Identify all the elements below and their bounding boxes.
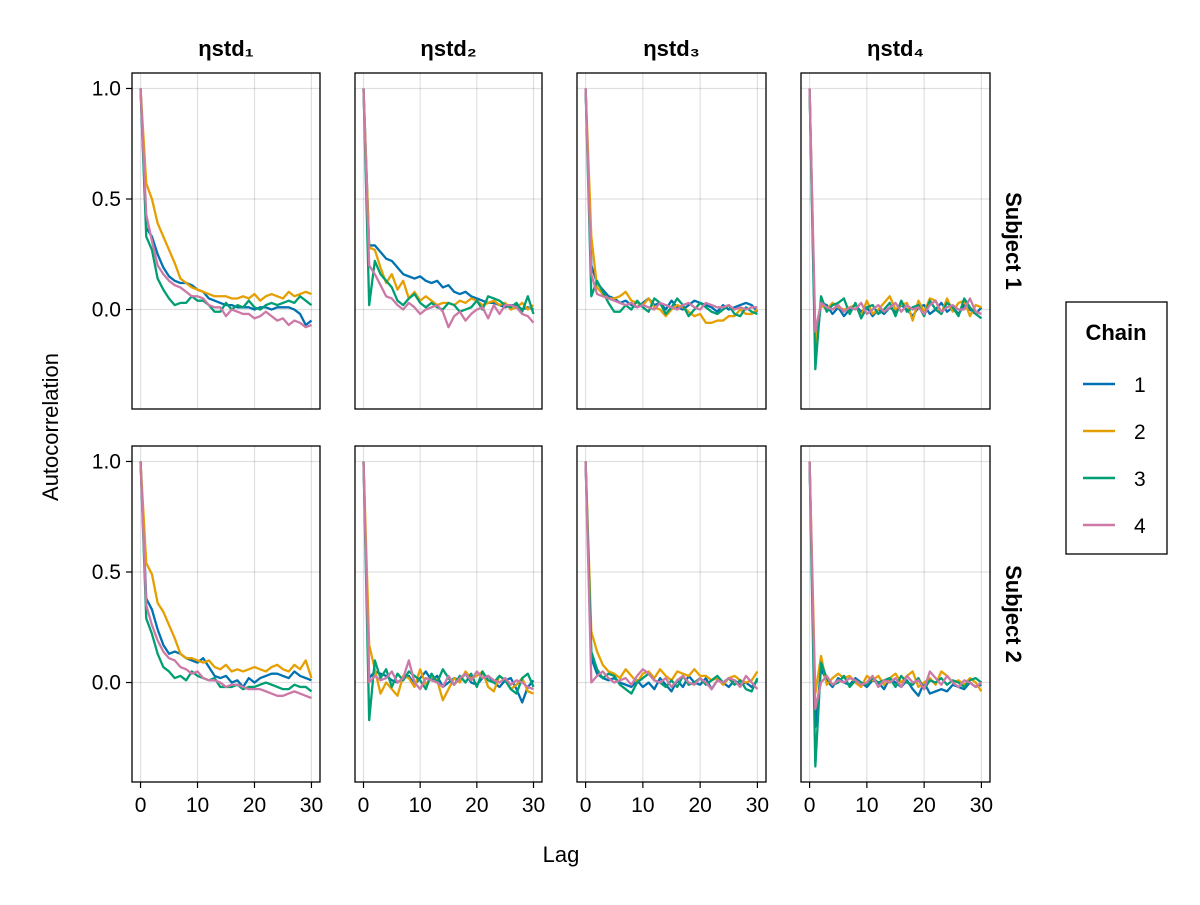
panel-background	[801, 446, 990, 782]
panel-frame	[576, 72, 767, 410]
panel: 0 10 20 30	[800, 445, 993, 817]
x-tick-label: 20	[243, 794, 266, 817]
x-tick-label: 10	[631, 794, 654, 817]
y-tick-label: 1.0	[92, 77, 121, 100]
panel-frame	[131, 72, 321, 410]
x-axis-title: Lag	[543, 842, 580, 867]
x-tick-label: 10	[408, 794, 431, 817]
series-line-chain-2	[584, 88, 759, 324]
x-tick-label: 30	[970, 794, 993, 817]
series-line-chain-1	[139, 88, 313, 327]
legend-label: 1	[1134, 374, 1146, 397]
legend-entries: 1 2 3 4	[1083, 374, 1146, 538]
series-line-chain-3	[808, 461, 983, 768]
panel: 1.0 0.5 0.0	[92, 72, 321, 410]
panel-background	[801, 73, 990, 409]
panel: 0 10 20 30	[576, 445, 769, 817]
series-line-chain-4	[808, 88, 982, 333]
series-line-chain-1	[362, 88, 534, 311]
series-line-chain-4	[362, 88, 535, 329]
panel	[800, 72, 991, 410]
panel-background	[355, 73, 542, 409]
panel-grid: ηstd₁ ηstd₂ ηstd₃ ηstd₄ Subject 1 Subject 2 1.…	[92, 36, 1026, 817]
x-tick-label: 0	[135, 794, 147, 817]
x-tick-label: 30	[522, 794, 545, 817]
legend-label: 4	[1134, 515, 1146, 538]
series-line-chain-1	[584, 461, 759, 693]
column-title: ηstd₄	[867, 36, 924, 61]
series-line-chain-4	[584, 461, 759, 691]
series-line-chain-2	[808, 88, 982, 344]
series-line-chain-1	[808, 461, 982, 728]
panel-frame	[131, 445, 321, 783]
legend-box	[1065, 301, 1168, 555]
series-line-chain-2	[139, 88, 312, 302]
series-line-chain-4	[584, 88, 758, 311]
panel-frame	[354, 445, 543, 783]
x-tick-label: 10	[855, 794, 878, 817]
x-tick-label: 0	[358, 794, 370, 817]
panel-background	[132, 73, 320, 409]
row-title: Subject 2	[1001, 565, 1026, 663]
column-title: ηstd₂	[420, 36, 476, 61]
x-tick-label: 0	[580, 794, 592, 817]
panel: 0 10 20 30	[354, 445, 545, 817]
y-tick-label: 0.5	[92, 188, 121, 211]
legend-label: 3	[1134, 468, 1146, 491]
series-line-chain-3	[808, 88, 983, 371]
y-axis-title: Autocorrelation	[38, 353, 63, 501]
panel-frame	[354, 72, 543, 410]
series-line-chain-4	[808, 461, 983, 711]
panel-background	[132, 446, 320, 782]
y-tick-label: 0.0	[92, 672, 121, 695]
x-tick-label: 20	[465, 794, 488, 817]
series-line-chain-1	[139, 461, 312, 689]
legend-title: Chain	[1085, 320, 1146, 345]
row-title: Subject 1	[1001, 192, 1026, 290]
y-tick-label: 1.0	[92, 450, 121, 473]
x-tick-label: 0	[804, 794, 816, 817]
x-tick-label: 30	[746, 794, 769, 817]
column-title: ηstd₃	[643, 36, 700, 61]
panel-background	[355, 446, 542, 782]
y-tick-label: 0.5	[92, 561, 121, 584]
x-tick-label: 20	[912, 794, 935, 817]
x-tick-label: 20	[688, 794, 711, 817]
series-line-chain-3	[139, 88, 313, 313]
panel	[354, 72, 543, 410]
legend: Chain 1 2 3 4	[1065, 301, 1168, 555]
y-tick-label: 0.0	[92, 299, 121, 322]
x-tick-label: 10	[186, 794, 209, 817]
series-line-chain-4	[139, 461, 312, 700]
panel-background	[577, 446, 766, 782]
panel-background	[577, 73, 766, 409]
panel-frame	[800, 72, 991, 410]
legend-label: 2	[1134, 421, 1146, 444]
series-line-chain-2	[139, 461, 313, 679]
panel-frame	[800, 445, 991, 783]
series-line-chain-4	[139, 88, 312, 329]
series-line-chain-4	[362, 461, 534, 691]
column-title: ηstd₁	[198, 36, 254, 61]
panel	[576, 72, 767, 410]
panel-frame	[576, 445, 767, 783]
panel: 1.0 0.5 0.0 0 10 20 30	[92, 445, 323, 817]
x-tick-label: 30	[300, 794, 323, 817]
